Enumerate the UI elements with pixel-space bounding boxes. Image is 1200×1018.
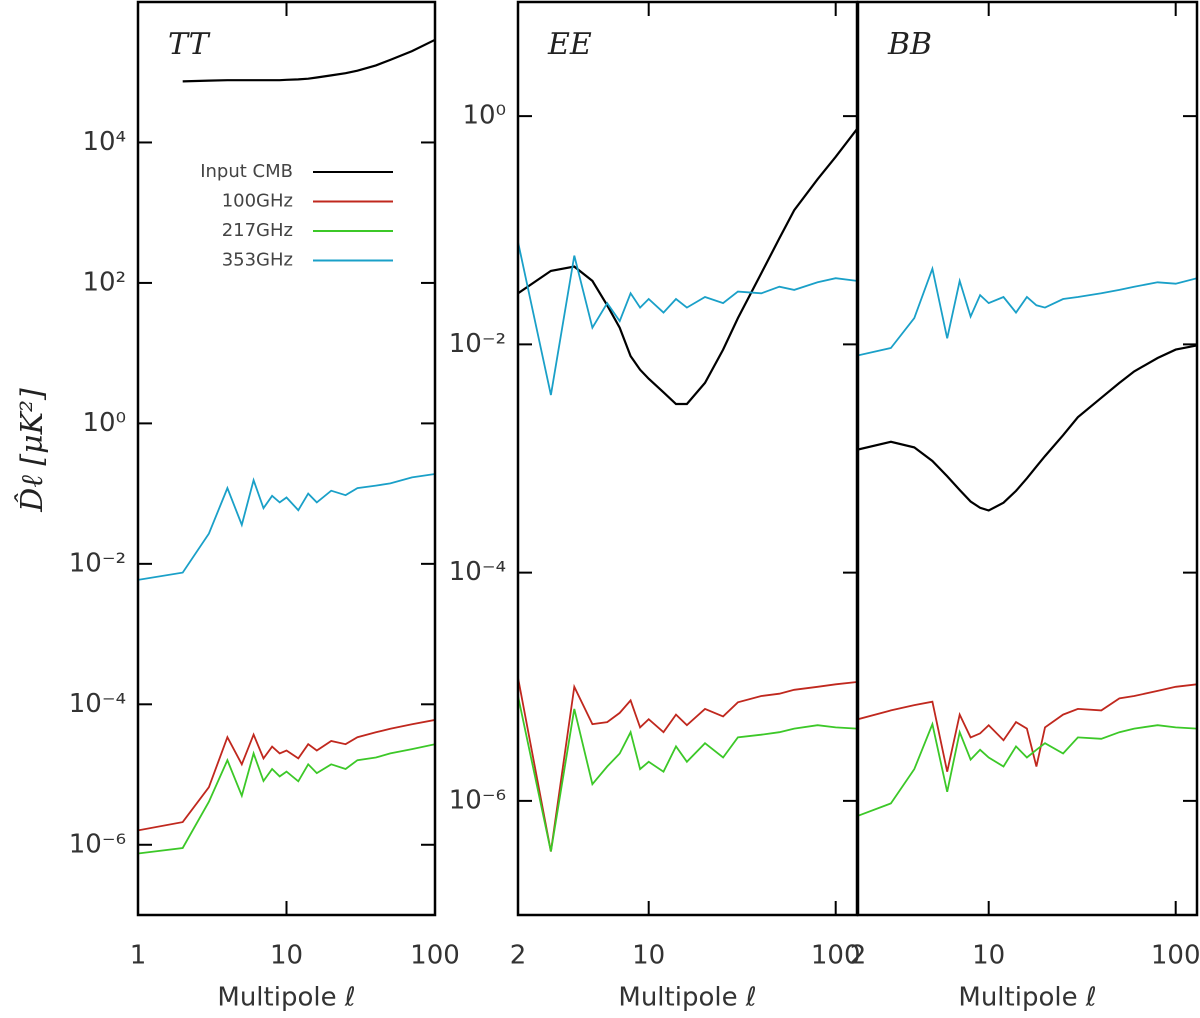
x-tick-label: 10 bbox=[270, 941, 303, 971]
panel-title: BB bbox=[887, 27, 932, 62]
plot-area bbox=[858, 265, 1197, 817]
legend-label: Input CMB bbox=[200, 161, 293, 182]
series-line bbox=[518, 677, 857, 852]
y-axis-label: D̂ℓ [μK²] bbox=[15, 388, 50, 513]
y-tick-label: 10² bbox=[82, 267, 126, 297]
y-tick-label: 10⁻⁶ bbox=[449, 785, 506, 815]
x-tick-label: 2 bbox=[850, 941, 867, 971]
y-tick-label: 10⁻² bbox=[449, 329, 506, 359]
y-tick-label: 10⁻⁴ bbox=[449, 557, 506, 587]
series-line bbox=[858, 265, 1197, 357]
y-tick-label: 10⁴ bbox=[82, 127, 126, 157]
legend-label: 100GHz bbox=[222, 191, 293, 212]
y-tick-label: 10⁰ bbox=[462, 101, 506, 131]
series-line bbox=[138, 473, 435, 581]
x-axis-label: Multipole ℓ bbox=[958, 983, 1096, 1013]
plot-area bbox=[138, 38, 435, 855]
panel-title: TT bbox=[168, 27, 211, 62]
x-tick-label: 10 bbox=[632, 941, 665, 971]
series-line bbox=[138, 719, 435, 832]
plot-frame bbox=[516, 0, 859, 917]
plot-frame bbox=[856, 0, 1199, 917]
y-tick-label: 10⁻⁴ bbox=[69, 689, 126, 719]
series-line bbox=[182, 38, 435, 83]
series-line bbox=[518, 695, 857, 852]
x-tick-label: 100 bbox=[1151, 941, 1200, 971]
series-line bbox=[518, 241, 857, 396]
y-tick-label: 10⁰ bbox=[82, 408, 126, 438]
series-line bbox=[518, 128, 857, 406]
x-tick-label: 10 bbox=[972, 941, 1005, 971]
x-axis-label: Multipole ℓ bbox=[217, 983, 355, 1013]
legend-label: 217GHz bbox=[222, 220, 293, 241]
plot-frame bbox=[136, 0, 437, 917]
legend-label: 353GHz bbox=[222, 250, 293, 271]
plot-area bbox=[518, 128, 857, 852]
series-line bbox=[858, 344, 1197, 512]
x-tick-label: 2 bbox=[510, 941, 527, 971]
x-tick-label: 100 bbox=[410, 941, 460, 971]
panel-title: EE bbox=[547, 27, 592, 62]
x-tick-label: 1 bbox=[130, 941, 147, 971]
y-tick-label: 10⁻⁶ bbox=[69, 829, 126, 859]
series-line bbox=[138, 743, 435, 855]
series-line bbox=[858, 721, 1197, 817]
y-tick-label: 10⁻² bbox=[69, 548, 126, 578]
x-axis-label: Multipole ℓ bbox=[618, 983, 756, 1013]
x-tick-label: 100 bbox=[811, 941, 861, 971]
series-line bbox=[858, 683, 1197, 772]
